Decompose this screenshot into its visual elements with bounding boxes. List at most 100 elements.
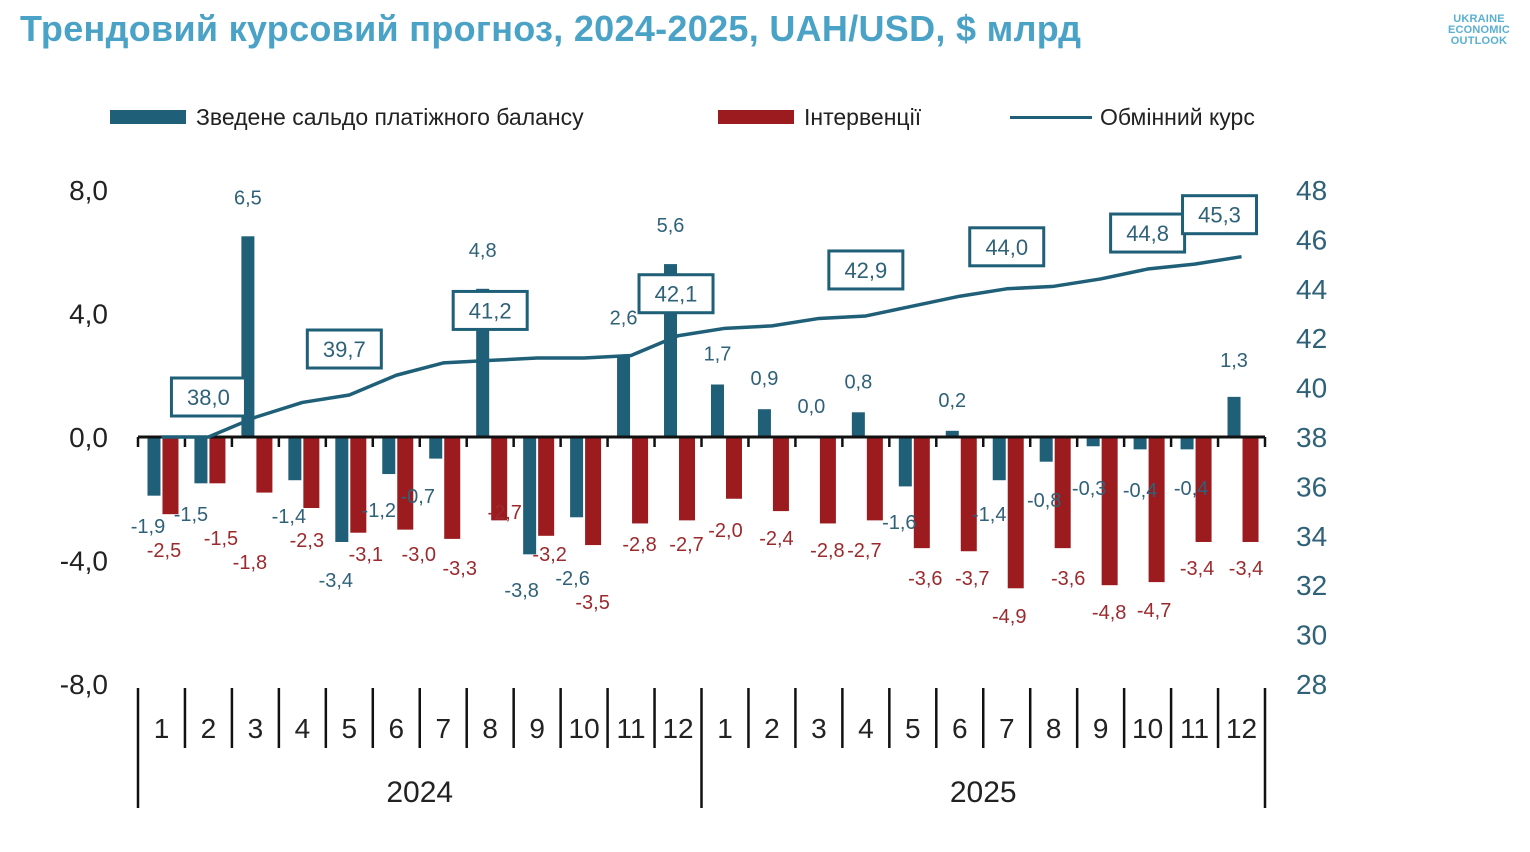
exchange-rate-callout-label: 41,2 [469, 298, 512, 323]
x-axis-month-label: 7 [999, 713, 1015, 744]
data-label-interventions: -1,5 [204, 528, 238, 550]
data-label-balance: 0,2 [938, 390, 966, 412]
data-label-interventions: -2,4 [759, 528, 793, 550]
data-label-interventions: -2,0 [708, 520, 742, 542]
data-label-interventions: -3,6 [908, 568, 942, 590]
data-label-balance: -1,5 [174, 504, 208, 526]
exchange-rate-callout-label: 45,3 [1198, 203, 1241, 228]
exchange-rate-callout-label: 42,9 [844, 258, 887, 283]
data-label-balance: 2,6 [610, 308, 638, 330]
logo-line: UKRAINE [1453, 13, 1505, 25]
data-label-balance: -0,4 [1123, 480, 1157, 502]
data-label-interventions: -3,1 [349, 544, 383, 566]
exchange-rate-callout-label: 42,1 [655, 282, 698, 307]
left-axis-ticks: 8,0 4,0 0,0 -4,0 -8,0 [60, 175, 108, 700]
x-axis-month-label: 1 [154, 713, 170, 744]
data-label-interventions: -3,6 [1051, 568, 1085, 590]
right-axis-tick-label: 30 [1296, 620, 1327, 651]
exchange-rate-callout-box [637, 273, 715, 315]
data-label-interventions: -3,7 [955, 568, 989, 590]
data-label-balance: 1,3 [1220, 350, 1248, 372]
bar-interventions [303, 437, 320, 509]
right-axis-tick-label: 40 [1296, 373, 1327, 404]
bar-interventions [444, 437, 461, 539]
exchange-rate-callout-box [305, 328, 383, 370]
legend-swatch-interventions [718, 110, 794, 124]
legend-item-interventions: Інтервенції [718, 102, 921, 132]
bar-interventions [162, 437, 179, 515]
data-label-balance: -2,6 [555, 568, 589, 590]
bar-balance [898, 437, 912, 487]
legend-item-exchange-rate: Обмінний курс [1010, 102, 1255, 132]
bar-interventions [1007, 437, 1024, 589]
left-axis-tick-label: -4,0 [60, 546, 108, 577]
legend-item-balance: Зведене сальдо платіжного балансу [110, 102, 584, 132]
right-axis-ticks: 48 46 44 42 40 38 36 34 32 30 28 [1296, 175, 1327, 700]
data-label-interventions: -2,8 [810, 540, 844, 562]
bar-balance [382, 437, 396, 475]
data-label-balance: -0,8 [1027, 490, 1061, 512]
bar-balance [288, 437, 302, 481]
right-axis-tick-label: 42 [1296, 323, 1327, 354]
x-axis-month-label: 2 [201, 713, 217, 744]
bar-balance [194, 437, 208, 484]
data-label-balance: -1,2 [362, 500, 396, 522]
bar-interventions [913, 437, 930, 549]
x-axis-month-label: 4 [858, 713, 874, 744]
data-label-interventions: -3,0 [402, 544, 436, 566]
data-label-interventions: -2,8 [622, 534, 656, 556]
legend-label-interventions: Інтервенції [804, 103, 922, 130]
x-axis-year-label: 2024 [386, 776, 453, 809]
exchange-rate-line-group [161, 254, 1242, 439]
data-label-interventions: -3,4 [1229, 558, 1263, 580]
bar-balance [945, 430, 959, 437]
data-label-interventions: -3,4 [1180, 558, 1214, 580]
x-axis-month-label: 6 [952, 713, 968, 744]
bar-interventions [1195, 437, 1212, 542]
data-label-interventions: -2,3 [290, 530, 324, 552]
bar-interventions [397, 437, 414, 530]
data-label-balance: 0,9 [751, 368, 779, 390]
exchange-rate-line [161, 254, 1242, 439]
right-axis-tick-label: 34 [1296, 521, 1327, 552]
left-axis-tick-label: 4,0 [69, 299, 108, 330]
bar-interventions [1242, 437, 1259, 542]
x-axis-month-label: 5 [905, 713, 921, 744]
x-axis-month-label: 10 [569, 713, 600, 744]
x-axis-month-label: 3 [811, 713, 827, 744]
bar-interventions [256, 437, 273, 493]
data-label-balance: 0,8 [844, 371, 872, 393]
exchange-rate-callout-box [451, 289, 529, 331]
left-axis-tick-label: 8,0 [69, 175, 108, 206]
data-label-balance: -1,9 [131, 516, 165, 538]
data-label-interventions: -4,9 [992, 606, 1026, 628]
x-axis-month-label: 6 [388, 713, 404, 744]
bar-interventions [632, 437, 649, 524]
bar-balance [710, 384, 724, 437]
data-label-interventions: -4,7 [1137, 600, 1171, 622]
ukraine-economic-outlook-logo: UKRAINE ECONOMIC OUTLOOK [1438, 14, 1520, 47]
bar-balance [335, 437, 349, 542]
x-axis-month-label: 8 [482, 713, 498, 744]
bar-interventions [960, 437, 977, 552]
bar-balance [757, 409, 771, 437]
x-axis-month-label: 4 [295, 713, 311, 744]
data-label-interventions: -3,3 [442, 558, 476, 580]
exchange-rate-callout-box [1181, 194, 1259, 236]
data-label-balance: -0,4 [1174, 478, 1208, 500]
chart-title: Трендовий курсовий прогноз, 2024-2025, U… [20, 8, 1082, 49]
legend-label-balance: Зведене сальдо платіжного балансу [196, 103, 584, 130]
exchange-rate-callout-box [968, 226, 1046, 268]
bar-interventions [1054, 437, 1071, 549]
data-label-interventions: -1,8 [233, 552, 267, 574]
bar-interventions [866, 437, 883, 521]
logo-line: ECONOMIC [1447, 24, 1511, 36]
data-label-balance: -1,4 [272, 506, 306, 528]
data-label-interventions: -2,7 [847, 540, 881, 562]
x-axis-month-label: 12 [662, 713, 693, 744]
bar-balance [992, 437, 1006, 481]
bar-interventions [538, 437, 555, 536]
data-label-balance: -3,8 [504, 580, 538, 602]
